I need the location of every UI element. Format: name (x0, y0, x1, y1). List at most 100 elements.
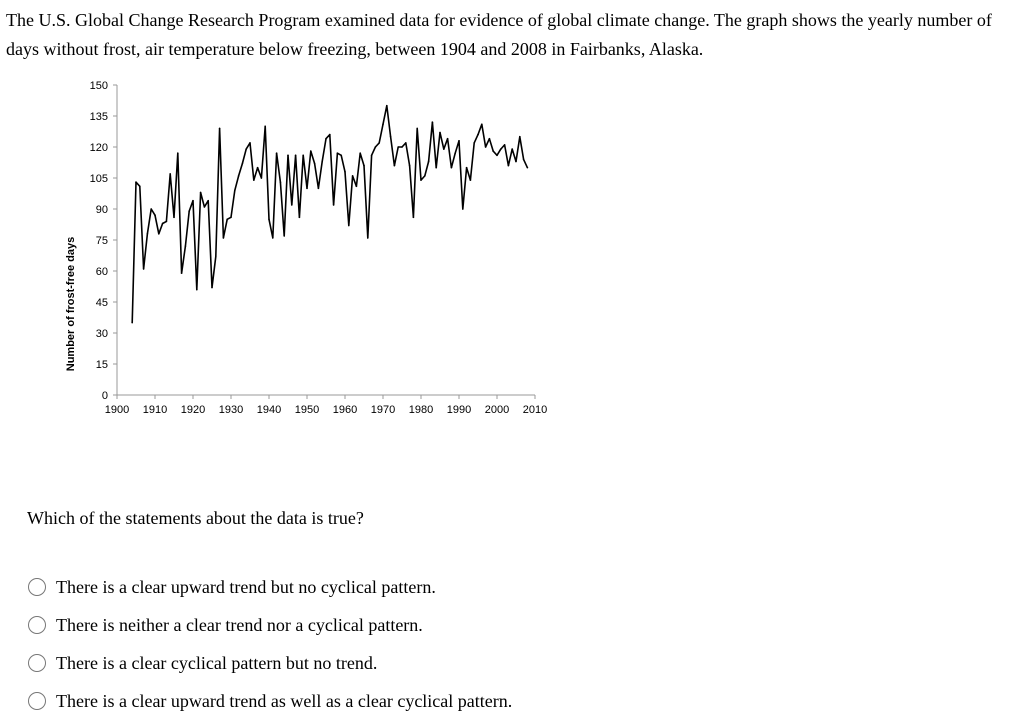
data-point (355, 185, 358, 188)
data-point (382, 123, 384, 126)
data-point (446, 137, 449, 140)
data-point (169, 173, 171, 175)
y-tick-label: 60 (96, 266, 108, 278)
data-point (135, 181, 137, 183)
radio-button[interactable] (28, 692, 46, 710)
y-axis-label: Number of frost-free days (65, 237, 77, 371)
data-point (481, 123, 483, 126)
data-point (393, 164, 396, 167)
data-point (158, 233, 160, 235)
data-point (177, 152, 179, 154)
data-point (412, 216, 415, 219)
data-point (207, 199, 209, 202)
y-tick-label: 15 (96, 359, 108, 371)
data-point (253, 179, 255, 181)
data-point (245, 148, 247, 150)
data-point (302, 154, 305, 157)
data-point (215, 255, 217, 258)
data-point (515, 160, 517, 163)
answer-option[interactable]: There is a clear upward trend as well as… (28, 682, 512, 720)
data-point (488, 137, 491, 140)
data-point (496, 154, 498, 157)
y-tick-label: 105 (90, 173, 108, 185)
data-point (526, 166, 529, 169)
data-point (389, 135, 392, 138)
data-point (469, 179, 472, 181)
data-point (142, 268, 145, 270)
data-point (386, 104, 388, 107)
x-tick-label: 1900 (105, 404, 129, 416)
data-point (192, 199, 194, 202)
answer-option-label: There is neither a clear trend nor a cyc… (56, 614, 423, 635)
data-point (165, 220, 168, 223)
data-point (454, 152, 457, 154)
data-point (348, 224, 350, 227)
data-point (340, 154, 343, 157)
x-tick-label: 2000 (485, 404, 509, 416)
data-point (344, 171, 346, 173)
data-point (196, 288, 198, 291)
data-point (374, 146, 377, 148)
data-point (329, 133, 331, 136)
data-point (218, 127, 221, 130)
data-point (484, 146, 487, 148)
data-point (503, 144, 506, 146)
data-point (378, 142, 381, 144)
data-point (131, 321, 133, 324)
radio-button[interactable] (28, 578, 46, 596)
y-tick-label: 45 (96, 297, 108, 309)
answer-option-label: There is a clear cyclical pattern but no… (56, 652, 378, 673)
answer-option[interactable]: There is a clear cyclical pattern but no… (28, 644, 512, 682)
data-point (458, 140, 460, 142)
data-point (237, 175, 240, 177)
x-tick-label: 1940 (257, 404, 281, 416)
data-point (477, 133, 479, 136)
radio-button[interactable] (28, 654, 46, 672)
y-tick-label: 75 (96, 235, 108, 247)
data-point (424, 175, 426, 177)
data-point (332, 204, 335, 206)
data-point (492, 150, 495, 152)
data-point (511, 148, 513, 150)
y-tick-label: 135 (90, 111, 108, 123)
data-point (473, 142, 476, 144)
data-point (154, 214, 156, 216)
data-point (363, 164, 365, 167)
data-point (427, 160, 430, 163)
data-point (249, 142, 251, 144)
x-tick-label: 1980 (409, 404, 433, 416)
data-point (298, 216, 301, 219)
radio-button[interactable] (28, 616, 46, 634)
frost-free-days-chart: Number of frost-free days 0 15 30 45 60 75 90 1… (65, 80, 547, 416)
y-tick-label: 90 (96, 204, 108, 216)
data-point (226, 218, 228, 221)
answer-option[interactable]: There is a clear upward trend but no cyc… (28, 568, 512, 606)
answer-option-label: There is a clear upward trend but no cyc… (56, 576, 436, 597)
data-point (184, 245, 187, 247)
data-point (264, 125, 267, 128)
y-tick-label: 150 (90, 80, 108, 92)
data-point (507, 164, 510, 167)
x-tick-label: 1910 (143, 404, 167, 416)
data-point (230, 216, 232, 219)
data-point (275, 152, 278, 154)
data-point (306, 187, 308, 190)
data-point (139, 185, 141, 188)
x-tick-label: 1920 (181, 404, 205, 416)
data-point (435, 166, 438, 169)
data-point (313, 162, 316, 165)
data-point (500, 148, 502, 150)
data-point (146, 233, 149, 235)
data-point (336, 152, 339, 154)
data-point (310, 150, 312, 152)
data-point (443, 148, 445, 150)
data-point (268, 218, 270, 221)
answer-option[interactable]: There is neither a clear trend nor a cyc… (28, 606, 512, 644)
data-point (405, 142, 407, 144)
data-point (150, 208, 152, 210)
x-tick-label: 1950 (295, 404, 319, 416)
data-point (420, 179, 422, 181)
data-point (321, 160, 324, 163)
data-point (351, 175, 354, 177)
data-point (234, 189, 236, 192)
